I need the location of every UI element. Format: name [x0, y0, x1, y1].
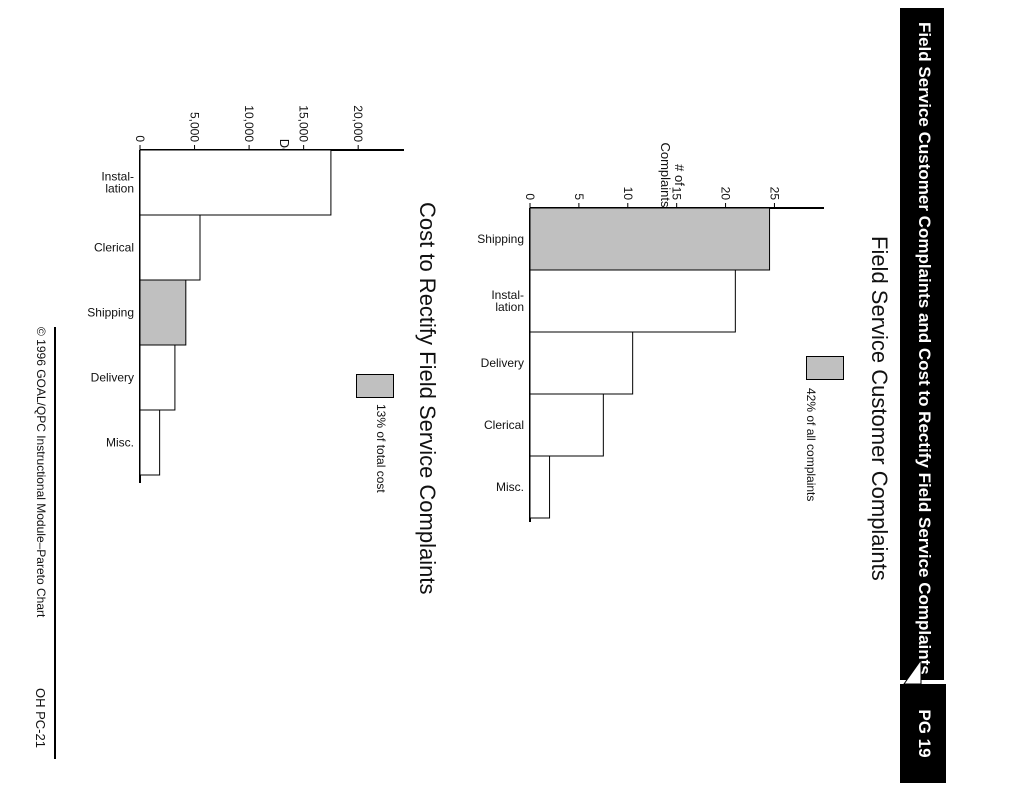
chart1-category-label: Clerical	[484, 418, 524, 432]
chart1-ytick-label: 20	[719, 187, 733, 201]
chart2-ytick-label: 0	[133, 135, 147, 142]
chart1-ytick-label: 5	[572, 193, 586, 200]
chart1-ytick-label: 10	[621, 187, 635, 201]
chart2-category-label: Clerical	[94, 241, 134, 255]
chart1-bar	[529, 455, 551, 519]
chart1-category-label-line: lation	[495, 300, 524, 314]
chart2-category-label: Instal-lation	[101, 170, 134, 196]
footer-copyright: © 1996 GOAL/QPC Instructional Module–Par…	[34, 327, 48, 618]
chart2-bar	[139, 409, 161, 476]
chart2-category-label: Misc.	[106, 436, 134, 450]
chart1-ytick-label: 25	[767, 187, 781, 201]
chart2-category-label-line: Shipping	[87, 306, 134, 320]
chart1-category-label-line: Delivery	[481, 356, 524, 370]
chart2-ytick-label: 5,000	[188, 112, 202, 142]
chart2-bar	[139, 344, 176, 411]
chart2-ytick-label: 15,000	[297, 105, 311, 142]
chart1-ytick-label: 15	[670, 187, 684, 201]
chart1-category-label: Misc.	[496, 480, 524, 494]
chart2-ytick-label: 10,000	[242, 105, 256, 142]
chart1-category-label-line: Misc.	[496, 480, 524, 494]
chart1-category-label-line: Instal-	[491, 288, 524, 302]
footer-code: OH PC-21	[33, 688, 48, 748]
chart2-category-label-line: Delivery	[91, 371, 134, 385]
chart2-bar	[139, 149, 332, 216]
chart1-category-label-line: Clerical	[484, 418, 524, 432]
chart1-category-label: Instal-lation	[491, 288, 524, 314]
chart2-category-label-line: Clerical	[94, 241, 134, 255]
chart2-category-label-line: lation	[105, 182, 134, 196]
chart1-ytick-label: 0	[523, 193, 537, 200]
chart1-category-label: Shipping	[477, 232, 524, 246]
chart1-bar	[529, 393, 604, 457]
chart2-category-label: Delivery	[91, 371, 134, 385]
chart1-category-label-line: Shipping	[477, 232, 524, 246]
chart2-ytick-label: 20,000	[351, 105, 365, 142]
chart2-category-label: Shipping	[87, 306, 134, 320]
chart2-category-label-line: Instal-	[101, 170, 134, 184]
chart1-category-label: Delivery	[481, 356, 524, 370]
chart2-bar	[139, 279, 187, 346]
chart2-category-label-line: Misc.	[106, 436, 134, 450]
footer-rule	[54, 327, 56, 759]
chart2-bar	[139, 214, 201, 281]
